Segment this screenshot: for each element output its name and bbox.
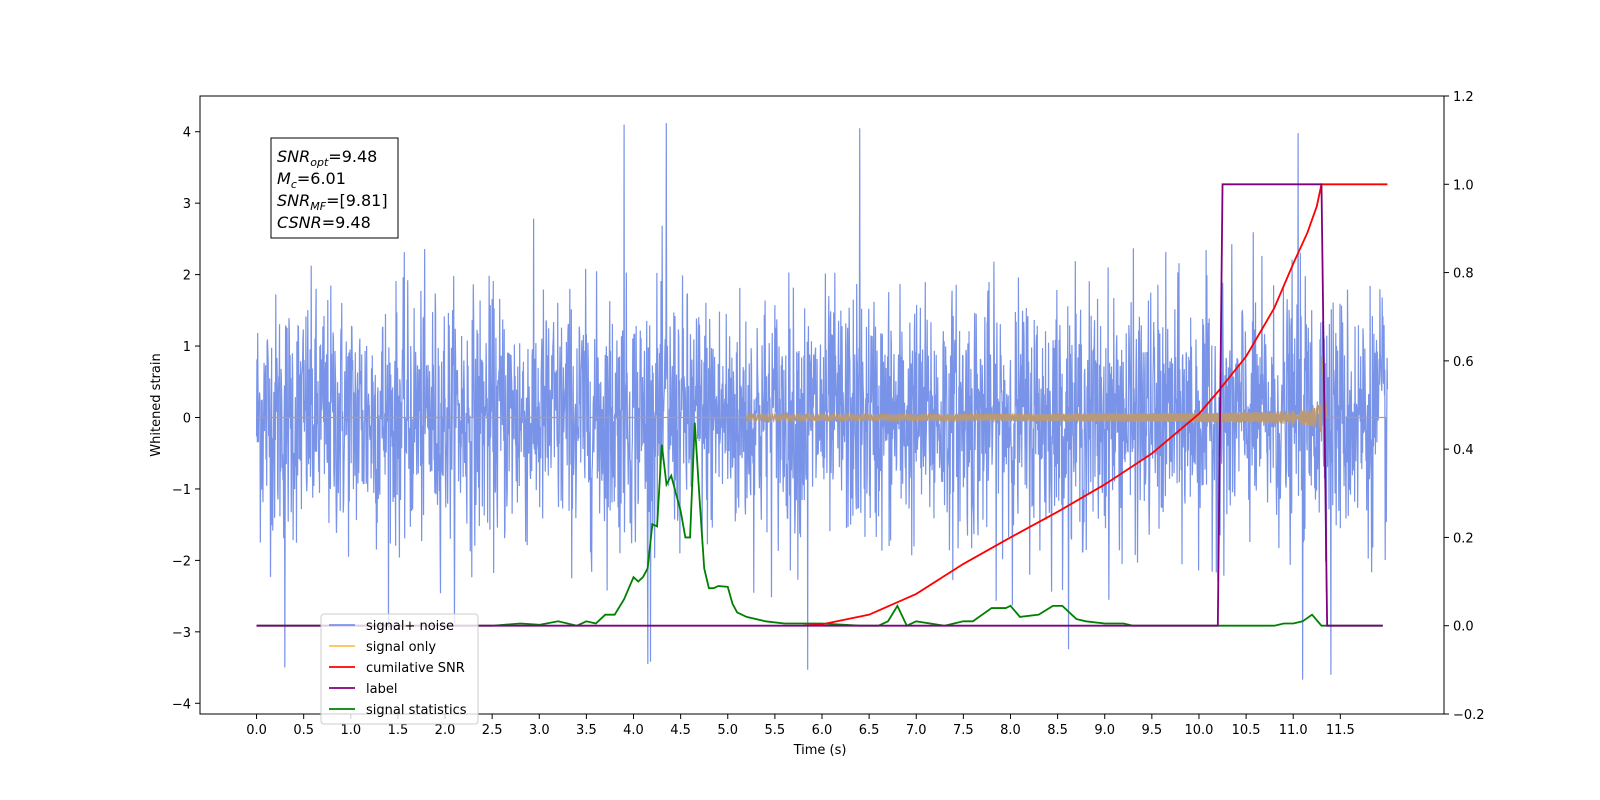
legend-entry: signal+ noise [366, 619, 454, 634]
label-line [256, 183, 1383, 627]
x-tick-label: 8.5 [1047, 723, 1068, 738]
x-tick-label: 9.0 [1094, 723, 1115, 738]
x-tick-label: 9.5 [1142, 723, 1163, 738]
y-axis-label: Whitened strain [149, 353, 164, 456]
y-tick-label: −2 [172, 554, 191, 569]
y2-tick-label: 0.4 [1453, 443, 1474, 458]
x-tick-label: 0.5 [293, 723, 314, 738]
legend-frame [320, 613, 479, 725]
y2-axis-ticks: 1.2 1.0 0.8 0.6 0.4 0.2 0.0 −0.2 [1444, 90, 1485, 723]
annotation-line: SNRMF=[9.81] [277, 191, 388, 213]
x-tick-label: 10.5 [1232, 723, 1261, 738]
annotation-value: =9.48 [328, 147, 377, 166]
x-tick-label: 4.0 [623, 723, 644, 738]
x-tick-label: 0.0 [246, 723, 267, 738]
annotation-value: =9.48 [322, 213, 371, 232]
x-tick-label: 3.0 [529, 723, 550, 738]
x-tick-label: 3.5 [576, 723, 597, 738]
x-tick-label: 7.0 [906, 723, 927, 738]
x-tick-label: 10.0 [1184, 723, 1213, 738]
x-tick-label: 4.5 [670, 723, 691, 738]
x-tick-label: 11.0 [1279, 723, 1308, 738]
annotation-line: SNRopt=9.48 [277, 147, 377, 169]
y-axis-ticks: 4 3 2 1 0 −1 −2 −3 −4 [172, 126, 200, 712]
x-axis-ticks: 0.0 0.5 1.0 1.5 2.0 2.5 3.0 3.5 4.0 4.5 5.0 5.5 6.0 6… [246, 714, 1355, 738]
signal-only-line [256, 356, 1388, 442]
x-tick-label: 1.5 [388, 723, 409, 738]
annotation-value: =[9.81] [326, 191, 388, 210]
legend: signal+ noise signal only cumilative SNR la… [320, 613, 479, 725]
y-tick-label: −1 [172, 483, 191, 498]
x-tick-label: 11.5 [1326, 723, 1355, 738]
y2-tick-label: 0.8 [1453, 267, 1474, 282]
y-tick-label: 3 [183, 197, 191, 212]
y-tick-label: 1 [183, 340, 191, 355]
annotation-symbol: SNR [277, 191, 310, 210]
annotation-subscript: opt [310, 156, 329, 169]
annotation-line: CSNR=9.48 [277, 213, 371, 232]
x-tick-label: 5.0 [717, 723, 738, 738]
plot-area [255, 123, 1389, 680]
x-tick-label: 2.5 [482, 723, 503, 738]
annotation-line: Mc=6.01 [277, 169, 346, 191]
annotation-symbol: CSNR [277, 213, 322, 232]
x-tick-label: 5.5 [765, 723, 786, 738]
x-tick-label: 6.5 [859, 723, 880, 738]
signal-statistics-line [256, 422, 1383, 627]
x-tick-label: 8.0 [1000, 723, 1021, 738]
legend-entry: signal only [366, 640, 436, 655]
y2-tick-label: −0.2 [1453, 708, 1485, 723]
annotation-frame [270, 137, 399, 239]
y-tick-label: −4 [172, 697, 191, 712]
x-tick-label: 7.5 [953, 723, 974, 738]
annotation-symbol: SNR [277, 147, 310, 166]
annotation-value: =6.01 [297, 169, 346, 188]
x-tick-label: 1.0 [340, 723, 361, 738]
y2-tick-label: 0.0 [1453, 620, 1474, 635]
y2-tick-label: 0.6 [1453, 355, 1474, 370]
y2-tick-label: 1.2 [1453, 90, 1474, 105]
y-tick-label: 2 [183, 269, 191, 284]
cumulative-snr-line [803, 183, 1388, 627]
series-signal-statistics [256, 422, 1383, 627]
y-tick-label: −3 [172, 626, 191, 641]
x-axis-label: Time (s) [793, 743, 847, 758]
legend-entry: cumilative SNR [366, 661, 465, 676]
y2-tick-label: 0.2 [1453, 531, 1474, 546]
legend-entry: signal statistics [366, 703, 467, 718]
y-tick-label: 0 [183, 412, 191, 427]
x-tick-label: 2.0 [435, 723, 456, 738]
series-cumulative-snr [803, 183, 1388, 627]
annotation-subscript: MF [310, 200, 326, 213]
y-tick-label: 4 [183, 126, 191, 141]
annotation-subscript: c [291, 178, 297, 191]
series-label [256, 183, 1383, 627]
x-tick-label: 6.0 [812, 723, 833, 738]
y2-tick-label: 1.0 [1453, 178, 1474, 193]
series-signal-only [256, 356, 1388, 442]
annotation-symbol: M [277, 169, 291, 188]
legend-entry: label [366, 682, 397, 697]
